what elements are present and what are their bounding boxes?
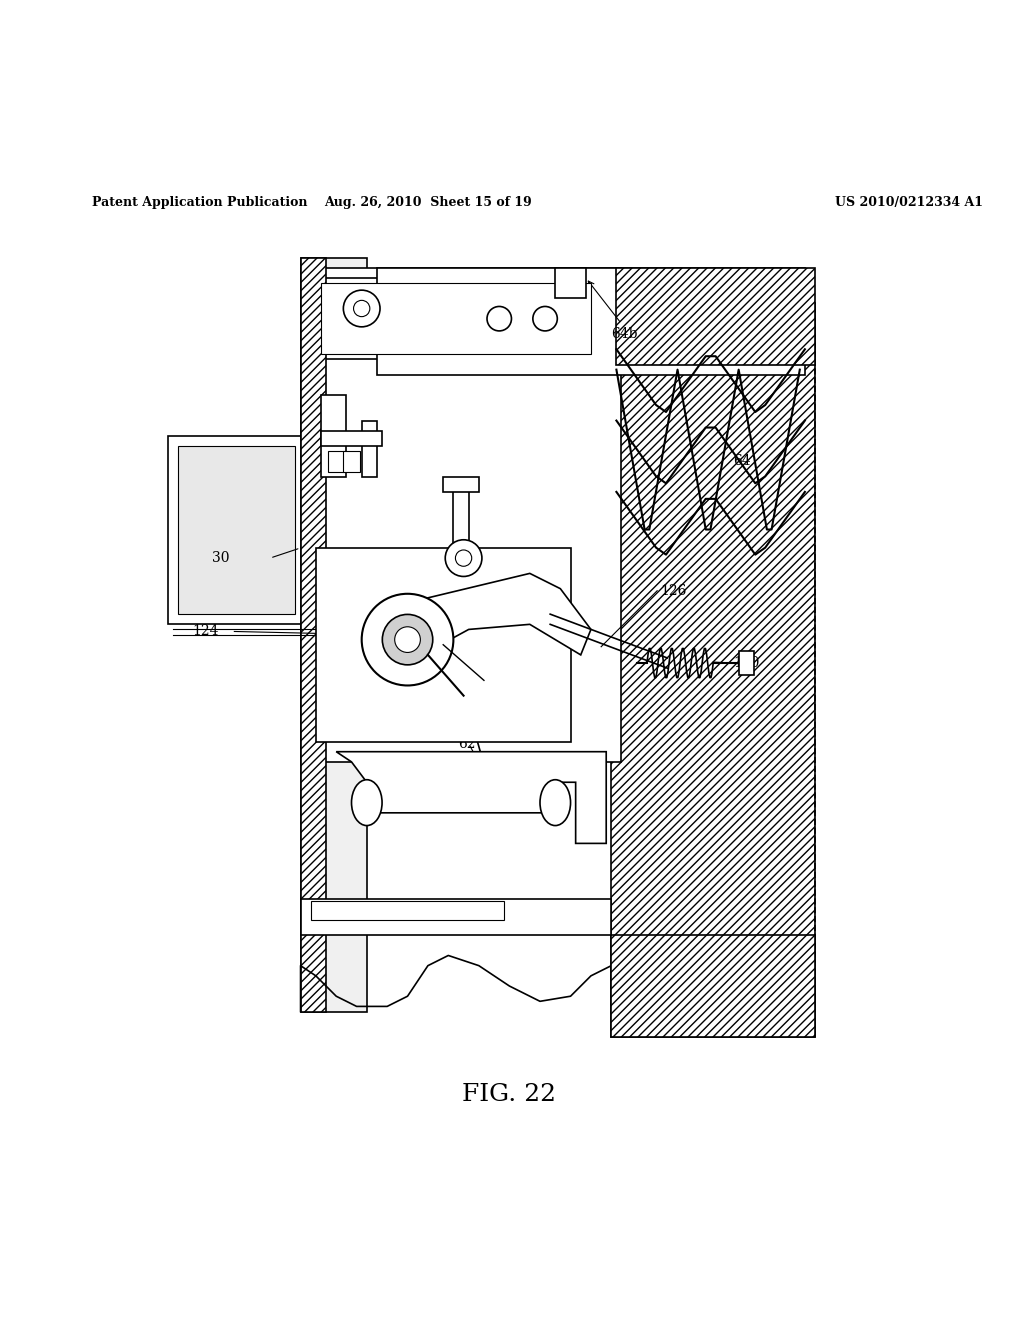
Bar	[301, 359, 622, 762]
Circle shape	[487, 306, 511, 331]
Bar	[301, 899, 611, 935]
Bar	[616, 268, 815, 364]
Bar	[377, 268, 805, 375]
Text: 30: 30	[212, 552, 229, 565]
Bar	[301, 268, 622, 364]
Circle shape	[456, 550, 472, 566]
Text: FIG. 22: FIG. 22	[463, 1082, 556, 1106]
Bar	[178, 446, 296, 614]
Polygon shape	[315, 548, 570, 742]
Bar	[611, 304, 815, 1038]
Text: 126: 126	[660, 583, 686, 598]
Circle shape	[445, 540, 482, 577]
Bar	[454, 482, 469, 558]
Bar	[321, 395, 346, 477]
Ellipse shape	[540, 780, 570, 825]
Bar	[310, 279, 591, 354]
Bar	[343, 451, 359, 471]
Polygon shape	[555, 268, 586, 298]
Text: 64b: 64b	[611, 327, 638, 341]
Ellipse shape	[351, 780, 382, 825]
Text: Patent Application Publication: Patent Application Publication	[92, 197, 307, 210]
Bar	[301, 257, 367, 1011]
Bar	[321, 430, 382, 446]
Text: 124: 124	[193, 624, 219, 639]
Bar	[310, 902, 505, 920]
Polygon shape	[336, 751, 606, 843]
Bar	[168, 436, 305, 624]
Circle shape	[353, 301, 370, 317]
Bar	[738, 651, 754, 676]
Polygon shape	[402, 573, 591, 660]
Circle shape	[532, 306, 557, 331]
Bar	[443, 477, 479, 492]
Text: 120: 120	[387, 694, 414, 708]
Bar	[611, 935, 815, 1038]
Text: US 2010/0212334 A1: US 2010/0212334 A1	[836, 197, 983, 210]
Circle shape	[394, 627, 421, 652]
Text: 122: 122	[361, 564, 388, 577]
Text: 130: 130	[733, 656, 760, 671]
Text: 64: 64	[733, 454, 752, 469]
Bar	[301, 257, 326, 1011]
Circle shape	[382, 614, 433, 665]
Bar	[328, 451, 344, 471]
Circle shape	[361, 594, 454, 685]
Bar	[321, 282, 591, 354]
Circle shape	[343, 290, 380, 327]
Text: Aug. 26, 2010  Sheet 15 of 19: Aug. 26, 2010 Sheet 15 of 19	[324, 197, 531, 210]
Text: 62: 62	[459, 737, 476, 751]
Bar	[361, 421, 377, 477]
